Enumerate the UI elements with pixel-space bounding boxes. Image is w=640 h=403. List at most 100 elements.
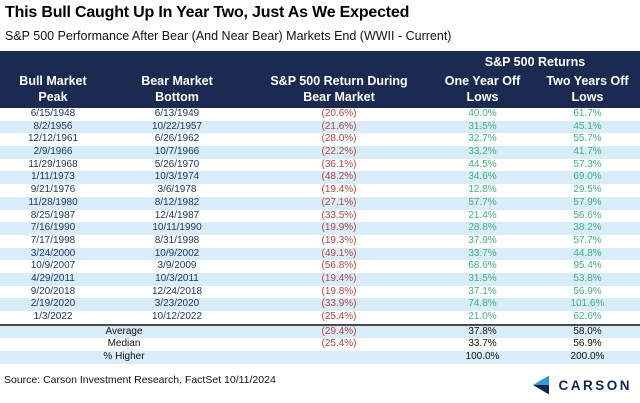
cell-bear: (33.5%) xyxy=(321,209,357,221)
cell-two: 53.8% xyxy=(573,272,602,284)
cell-bear: (19.4%) xyxy=(321,272,357,284)
table-row: 2/19/2020 3/23/2020 (33.9%) 74.8% 101.6% xyxy=(0,298,640,311)
cell-two: 57.3% xyxy=(573,158,602,170)
cell-peak: 12/12/1961 xyxy=(27,133,79,145)
cell-bottom: 3/6/1978 xyxy=(157,184,197,196)
group-header-sp500-returns: S&P 500 Returns xyxy=(484,55,586,69)
cell-bottom: 12/24/2018 xyxy=(151,285,203,297)
header-line: Peak xyxy=(38,90,68,104)
cell-peak: 10/9/2007 xyxy=(30,260,76,272)
summary-cell-one: 33.7% xyxy=(468,338,497,350)
header-line: S&P 500 Return During xyxy=(270,74,408,88)
cell-two: 45.1% xyxy=(573,120,602,132)
summary-cell-one: 37.8% xyxy=(468,325,497,337)
cell-one: 21.4% xyxy=(468,209,497,221)
summary-cell-two: 200.0% xyxy=(570,351,605,363)
cell-peak: 6/15/1948 xyxy=(30,108,76,119)
cell-bottom: 5/26/1970 xyxy=(154,158,200,170)
cell-two: 56.6% xyxy=(573,209,602,221)
cell-two: 55.7% xyxy=(573,133,602,145)
cell-bottom: 3/9/2009 xyxy=(157,260,197,272)
column-header-two-years-off-lows: Two Years Off Lows xyxy=(535,73,640,105)
cell-peak: 9/21/1976 xyxy=(30,184,76,196)
column-header-one-year-off-lows: One Year Off Lows xyxy=(430,73,535,105)
table-body: 6/15/1948 6/13/1949 (20.6%) 40.0% 61.7% 8/2/1… xyxy=(0,108,640,324)
summary-cell-bear: (25.4%) xyxy=(321,338,357,350)
header-line: Bear Market xyxy=(303,90,375,104)
table-row: 3/24/2000 10/9/2002 (49.1%) 33.7% 44.8% xyxy=(0,247,640,261)
cell-bear: (25.4%) xyxy=(321,311,357,322)
table-row: 10/9/2007 3/9/2009 (56.8%) 68.6% 95.4% xyxy=(0,260,640,273)
cell-bottom: 10/22/1957 xyxy=(151,120,203,132)
summary-row: Average (29.4%) 37.8% 58.0% xyxy=(0,325,640,339)
cell-bottom: 10/7/1966 xyxy=(154,146,200,158)
summary-cell-one: 100.0% xyxy=(465,351,500,363)
cell-bear: (28.0%) xyxy=(321,133,357,145)
table-row: 8/2/1956 10/22/1957 (21.6%) 31.5% 45.1% xyxy=(0,120,640,134)
cell-bear: (19.4%) xyxy=(321,184,357,196)
table-row: 6/15/1948 6/13/1949 (20.6%) 40.0% 61.7% xyxy=(0,108,640,121)
header-line: Lows xyxy=(466,90,499,104)
cell-one: 28.8% xyxy=(468,222,497,234)
table-row: 1/11/1973 10/3/1974 (48.2%) 34.6% 69.0% xyxy=(0,171,640,185)
cell-one: 40.0% xyxy=(468,108,497,119)
cell-one: 37.1% xyxy=(468,285,497,297)
table-row: 11/28/1980 8/12/1982 (27.1%) 57.7% 57.9% xyxy=(0,196,640,210)
cell-bottom: 10/12/2022 xyxy=(151,311,203,322)
cell-two: 69.0% xyxy=(573,171,602,183)
carson-logo: CARSON xyxy=(532,374,632,396)
cell-bear: (33.9%) xyxy=(321,298,357,310)
summary-cell-two: 56.9% xyxy=(573,338,602,350)
cell-bottom: 8/31/1998 xyxy=(154,234,200,246)
cell-one: 32.7% xyxy=(468,133,497,145)
summary-cell-bear xyxy=(248,351,430,364)
cell-bear: (49.1%) xyxy=(321,247,357,259)
cell-bear: (19.9%) xyxy=(321,222,357,234)
column-headers: Bull Market Peak Bear Market Bottom S&P … xyxy=(0,73,640,105)
cell-bear: (19.3%) xyxy=(321,234,357,246)
column-header-bull-market-peak: Bull Market Peak xyxy=(0,73,106,105)
cell-one: 34.6% xyxy=(468,171,497,183)
table-row: 1/3/2022 10/12/2022 (25.4%) 21.0% 62.6% xyxy=(0,311,640,324)
cell-two: 62.6% xyxy=(573,311,602,322)
cell-bear: (27.1%) xyxy=(321,196,357,208)
cell-two: 29.5% xyxy=(573,184,602,196)
cell-peak: 2/9/1966 xyxy=(33,146,73,158)
cell-bottom: 12/4/1987 xyxy=(154,209,200,221)
summary-cell-bear: (29.4%) xyxy=(321,325,357,337)
cell-one: 33.2% xyxy=(468,146,497,158)
summary-cell-label: Median xyxy=(107,338,141,350)
cell-bottom: 6/26/1962 xyxy=(154,133,200,145)
page-subtitle: S&P 500 Performance After Bear (And Near… xyxy=(5,29,452,43)
cell-peak: 11/28/1980 xyxy=(28,196,78,208)
cell-peak: 9/20/2018 xyxy=(30,285,76,297)
table-header-band: S&P 500 Returns Bull Market Peak Bear Ma… xyxy=(0,51,640,108)
cell-bear: (20.6%) xyxy=(321,108,357,119)
table-row: 4/29/2011 10/3/2011 (19.4%) 31.5% 53.8% xyxy=(0,272,640,286)
cell-peak: 7/16/1990 xyxy=(30,222,76,234)
cell-two: 38.2% xyxy=(573,222,602,234)
cell-bear: (22.2%) xyxy=(321,146,357,158)
table-row: 2/9/1966 10/7/1966 (22.2%) 33.2% 41.7% xyxy=(0,146,640,159)
summary-cell-label: Average xyxy=(105,325,143,337)
cell-one: 12.8% xyxy=(468,184,497,196)
cell-one: 33.7% xyxy=(468,247,497,259)
header-line: Bear Market xyxy=(141,74,213,88)
cell-one: 44.5% xyxy=(468,158,497,170)
table-row: 9/20/2018 12/24/2018 (19.8%) 37.1% 56.9% xyxy=(0,285,640,299)
cell-bottom: 8/12/1982 xyxy=(154,196,200,208)
cell-two: 61.7% xyxy=(573,108,602,119)
table-summary: Average (29.4%) 37.8% 58.0% Median (25.4%) 33.… xyxy=(0,323,640,364)
cell-one: 31.5% xyxy=(468,120,497,132)
cell-bottom: 3/23/2020 xyxy=(154,298,200,310)
summary-row: % Higher 100.0% 200.0% xyxy=(0,351,640,364)
table-row: 11/29/1968 5/26/1970 (36.1%) 44.5% 57.3% xyxy=(0,158,640,172)
cell-two: 57.7% xyxy=(573,234,602,246)
cell-peak: 11/29/1968 xyxy=(28,158,78,170)
cell-one: 37.9% xyxy=(468,234,497,246)
cell-two: 44.8% xyxy=(573,247,602,259)
header-line: One Year Off xyxy=(444,74,521,88)
table-row: 8/25/1987 12/4/1987 (33.5%) 21.4% 56.6% xyxy=(0,209,640,223)
cell-two: 41.7% xyxy=(573,146,602,158)
